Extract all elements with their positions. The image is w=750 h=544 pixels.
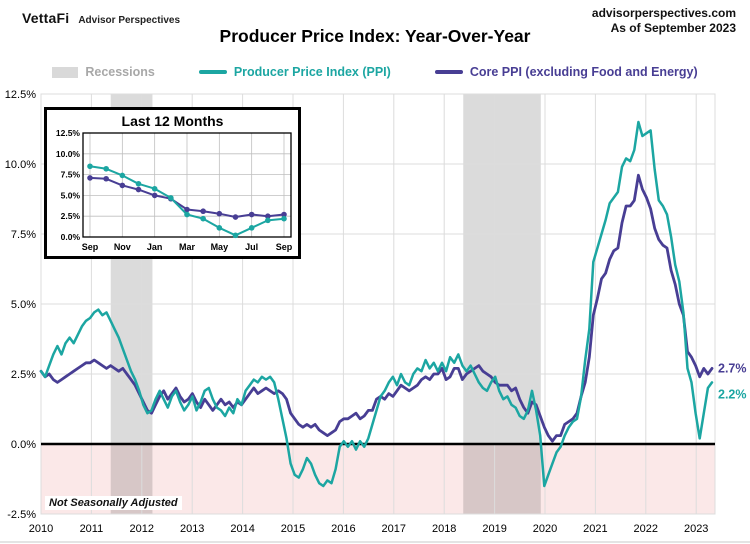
svg-text:12.5%: 12.5% (56, 128, 81, 138)
svg-text:2019: 2019 (482, 523, 506, 535)
ppi-line-swatch (198, 70, 227, 74)
svg-text:0.0%: 0.0% (61, 232, 81, 242)
svg-text:Jan: Jan (147, 242, 163, 252)
legend-core-label: Core PPI (excluding Food and Energy) (469, 65, 698, 79)
svg-text:2.5%: 2.5% (11, 369, 36, 381)
svg-text:10.0%: 10.0% (5, 159, 36, 171)
svg-text:2010: 2010 (29, 523, 53, 535)
inset-gridlines (83, 132, 291, 237)
vettafi-logo: VettaFi Advisor Perspectives (22, 10, 180, 26)
core-line-swatch (434, 70, 463, 74)
svg-text:2021: 2021 (583, 523, 607, 535)
chart-legend: Recessions Producer Price Index (PPI) Co… (0, 62, 750, 82)
svg-text:2011: 2011 (80, 523, 104, 535)
svg-text:-2.5%: -2.5% (7, 509, 36, 521)
advisor-perspectives-text: Advisor Perspectives (78, 15, 181, 26)
svg-text:Jul: Jul (245, 242, 258, 252)
footnote-not-seasonally-adjusted: Not Seasonally Adjusted (45, 496, 182, 510)
svg-text:2013: 2013 (180, 523, 204, 535)
page-title: Producer Price Index: Year-Over-Year (219, 26, 531, 46)
svg-text:10.0%: 10.0% (56, 149, 81, 159)
svg-text:May: May (211, 242, 229, 252)
site-url-text: advisorperspectives.com (591, 6, 736, 20)
inset-plot-border (82, 132, 292, 238)
svg-text:2017: 2017 (382, 523, 406, 535)
inset-x-labels: Sep Nov Jan Mar May Jul Sep (82, 242, 293, 252)
legend-item-core: Core PPI (excluding Food and Energy) (434, 65, 698, 79)
inset-y-labels: 0.0% 2.5% 5.0% 7.5% 10.0% 12.5% (56, 128, 81, 242)
ppi-line (39, 120, 714, 488)
y-axis-labels: 12.5% 10.0% 7.5% 5.0% 2.5% 0.0% -2.5% (5, 89, 36, 521)
legend-item-recessions: Recessions (52, 65, 155, 79)
svg-text:12.5%: 12.5% (5, 89, 36, 101)
x-axis-labels: 2010 2011 2012 2013 2014 2015 2016 2017 2018 2019… (29, 523, 709, 535)
svg-text:2022: 2022 (634, 523, 658, 535)
recession-swatch (52, 66, 79, 78)
svg-text:2020: 2020 (533, 523, 557, 535)
vettafi-logo-text: VettaFi (22, 10, 70, 26)
header-right: advisorperspectives.com As of September … (592, 6, 736, 36)
inset-ppi-series (87, 163, 287, 239)
svg-text:2012: 2012 (130, 523, 154, 535)
svg-text:5.0%: 5.0% (61, 190, 81, 200)
svg-text:Sep: Sep (82, 242, 99, 252)
svg-text:7.5%: 7.5% (61, 170, 81, 180)
svg-text:2018: 2018 (432, 523, 456, 535)
as-of-date-text: As of September 2023 (610, 21, 736, 35)
core-end-label: 2.7% (718, 361, 747, 375)
core-line (39, 173, 714, 443)
legend-item-ppi: Producer Price Index (PPI) (198, 65, 391, 79)
svg-text:Sep: Sep (276, 242, 293, 252)
svg-text:2016: 2016 (331, 523, 355, 535)
svg-text:2014: 2014 (230, 523, 254, 535)
last-12-months-inset: Last 12 Months 0.0% 2.5% 5.0% 7.5% 10.0% 12.5… (44, 107, 301, 259)
svg-text:7.5%: 7.5% (11, 229, 36, 241)
legend-recessions-label: Recessions (85, 65, 155, 79)
svg-text:5.0%: 5.0% (11, 299, 36, 311)
legend-ppi-label: Producer Price Index (PPI) (233, 65, 391, 79)
svg-text:2023: 2023 (684, 523, 708, 535)
inset-title: Last 12 Months (121, 113, 224, 129)
svg-text:2015: 2015 (281, 523, 305, 535)
end-value-labels: 2.7% 2.2% (718, 361, 747, 401)
ppi-end-label: 2.2% (718, 387, 747, 401)
svg-text:Nov: Nov (114, 242, 131, 252)
svg-text:2.5%: 2.5% (61, 211, 81, 221)
inset-chart: 0.0% 2.5% 5.0% 7.5% 10.0% 12.5% Sep Nov Jan Mar Ma… (56, 128, 293, 252)
svg-text:Mar: Mar (179, 242, 196, 252)
svg-text:0.0%: 0.0% (11, 439, 36, 451)
